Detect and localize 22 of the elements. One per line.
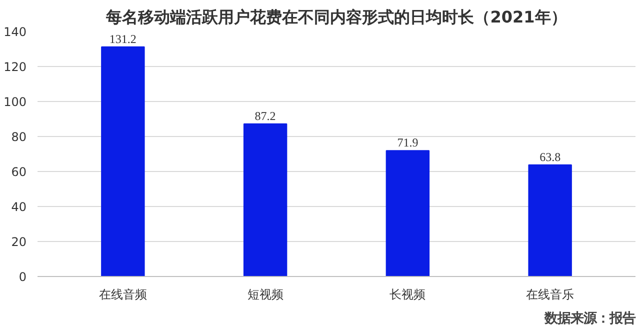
bar [101, 46, 145, 276]
bar [386, 150, 430, 276]
y-tick-label: 20 [11, 235, 27, 249]
data-label: 87.2 [254, 108, 276, 123]
y-tick-label: 40 [11, 200, 27, 214]
chart-title: 每名移动端活跃用户花费在不同内容形式的日均时长（2021年） [105, 8, 567, 26]
y-tick-label: 120 [4, 60, 26, 74]
bar [243, 123, 288, 276]
y-tick-label: 140 [4, 25, 26, 39]
data-label: 131.2 [109, 32, 136, 46]
data-label: 63.8 [540, 150, 561, 164]
x-tick-label: 短视频 [247, 288, 284, 302]
source-note: 数据来源：报告 [544, 310, 636, 326]
x-tick-label: 在线音乐 [526, 288, 574, 302]
y-tick-label: 0 [18, 270, 27, 284]
y-tick-label: 80 [11, 130, 27, 144]
x-tick-label: 长视频 [390, 288, 426, 302]
y-tick-label: 100 [4, 95, 26, 109]
y-tick-label: 60 [11, 165, 27, 179]
data-label: 71.9 [397, 136, 418, 150]
bar [528, 164, 572, 276]
x-tick-label: 在线音频 [98, 288, 147, 302]
